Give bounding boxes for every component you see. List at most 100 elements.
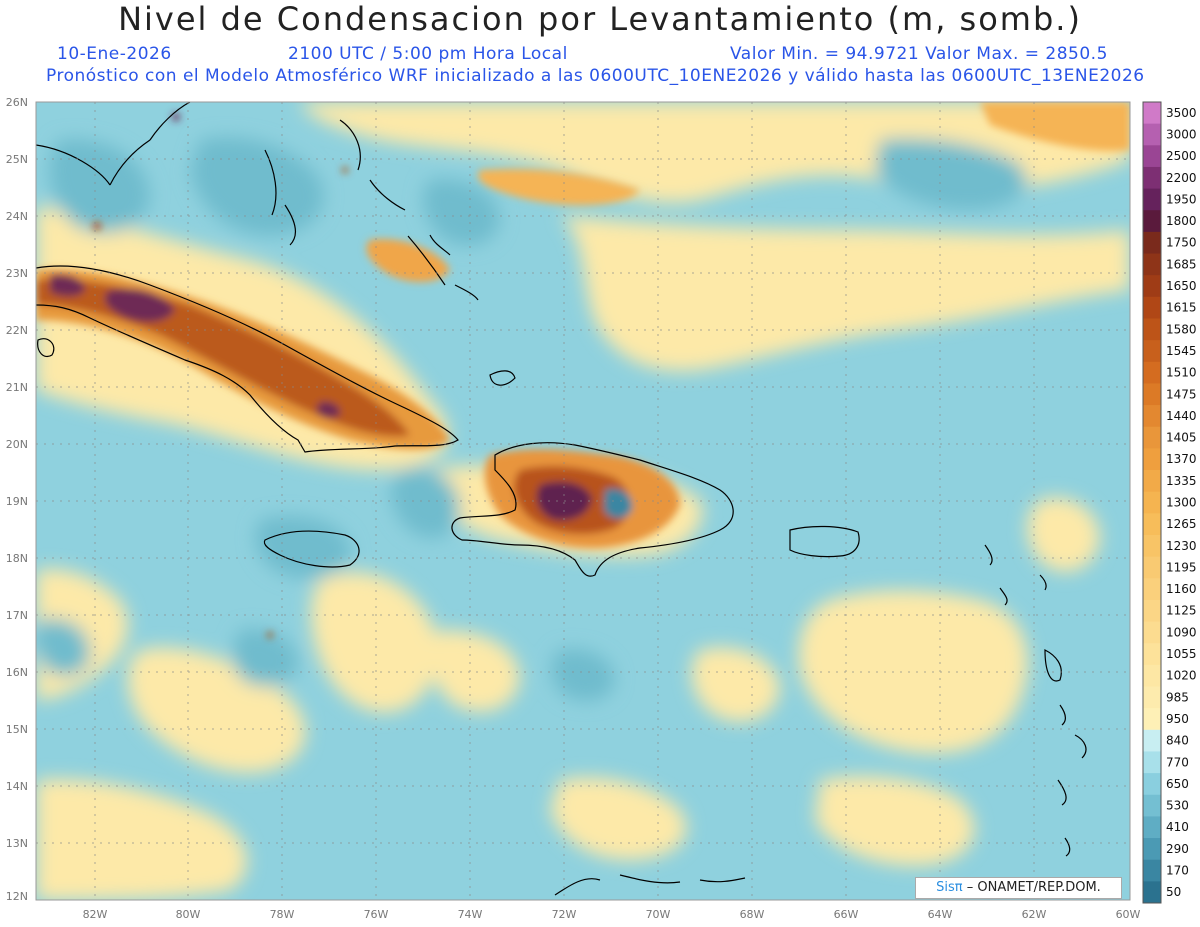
colorbar-swatch <box>1143 708 1161 731</box>
cuba-coast <box>36 265 459 453</box>
lon-label: 68W <box>740 908 765 921</box>
colorbar-label: 1580 <box>1166 322 1197 336</box>
colorbar-label: 1405 <box>1166 431 1197 445</box>
puerto-rico-coast <box>789 525 860 558</box>
colorbar: 3500 3000 2500 2200 1950 1800 1750 1685 1650 1615… <box>1142 101 1197 904</box>
credit-text: – ONAMET/REP.DOM. <box>966 880 1101 895</box>
colorbar-label: 1335 <box>1166 474 1197 488</box>
lat-label: 23N <box>6 267 28 280</box>
colorbar-swatch <box>1143 729 1161 752</box>
colorbar-swatch <box>1143 773 1161 796</box>
colorbar-label: 650 <box>1166 777 1189 791</box>
colorbar-label: 1160 <box>1166 582 1197 596</box>
colorbar-swatch <box>1143 686 1161 709</box>
colorbar-label: 50 <box>1166 885 1181 899</box>
colorbar-swatch <box>1143 578 1161 601</box>
colorbar-label: 290 <box>1166 842 1189 856</box>
south-america-coast <box>554 874 746 896</box>
colorbar-label: 3000 <box>1166 127 1197 141</box>
colorbar-swatch <box>1143 794 1161 817</box>
colorbar-label: 1800 <box>1166 214 1197 228</box>
hispaniola-coast <box>451 442 734 577</box>
lat-label: 19N <box>6 495 28 508</box>
time-label: 2100 UTC / 5:00 pm Hora Local <box>288 44 568 64</box>
colorbar-swatch <box>1143 534 1161 558</box>
colorbar-label: 1440 <box>1166 409 1197 423</box>
colorbar-swatch <box>1143 318 1161 341</box>
lon-label: 74W <box>458 908 483 921</box>
colorbar-label: 1510 <box>1166 366 1197 380</box>
colorbar-label: 985 <box>1166 690 1189 704</box>
colorbar-swatch <box>1143 253 1161 276</box>
bahamas-coast <box>264 119 479 301</box>
colorbar-label: 1300 <box>1166 496 1197 510</box>
lat-label: 26N <box>6 96 28 109</box>
map-grid <box>36 102 1130 900</box>
lat-label: 24N <box>6 210 28 223</box>
florida-coast <box>36 102 191 186</box>
jamaica-coast <box>263 530 360 568</box>
colorbar-label: 950 <box>1166 712 1189 726</box>
colorbar-label: 1650 <box>1166 279 1197 293</box>
colorbar-swatch <box>1143 664 1161 688</box>
colorbar-swatch <box>1143 296 1161 319</box>
colorbar-swatch <box>1143 816 1161 839</box>
colorbar-label: 1230 <box>1166 539 1197 553</box>
colorbar-swatch <box>1143 859 1161 882</box>
lon-label: 62W <box>1022 908 1047 921</box>
colorbar-swatch <box>1143 231 1161 255</box>
colorbar-label: 410 <box>1166 820 1189 834</box>
colorbar-label: 1370 <box>1166 452 1197 466</box>
lon-label: 82W <box>83 908 108 921</box>
min-max-label: Valor Min. = 94.9721 Valor Max. = 2850.5 <box>730 44 1108 64</box>
lat-label: 22N <box>6 324 28 337</box>
colorbar-swatch <box>1143 513 1161 536</box>
colorbar-label: 840 <box>1166 734 1189 748</box>
colorbar-label: 1475 <box>1166 387 1197 401</box>
lat-label: 20N <box>6 438 28 451</box>
lat-label: 13N <box>6 837 28 850</box>
colorbar-swatch <box>1143 275 1161 298</box>
colorbar-label: 2500 <box>1166 149 1197 163</box>
colorbar-swatch <box>1143 102 1161 125</box>
lon-label: 60W <box>1116 908 1141 921</box>
lat-label: 18N <box>6 552 28 565</box>
latitude-labels: 26N 25N 24N 23N 22N 21N 20N 19N 18N 17N … <box>6 96 28 903</box>
lon-label: 78W <box>270 908 295 921</box>
colorbar-label: 2200 <box>1166 171 1197 185</box>
colorbar-label: 1020 <box>1166 669 1197 683</box>
colorbar-swatch <box>1143 621 1161 644</box>
colorbar-swatch <box>1143 145 1161 168</box>
lon-label: 66W <box>834 908 859 921</box>
lat-label: 15N <box>6 723 28 736</box>
colorbar-swatch <box>1143 491 1161 514</box>
coastlines <box>36 102 1087 896</box>
colorbar-swatch <box>1143 881 1161 904</box>
lat-label: 25N <box>6 153 28 166</box>
colorbar-label: 530 <box>1166 799 1189 813</box>
lon-label: 64W <box>928 908 953 921</box>
colorbar-swatch <box>1143 470 1161 493</box>
colorbar-label: 1950 <box>1166 192 1197 206</box>
colorbar-swatch <box>1143 383 1161 406</box>
colorbar-swatch <box>1143 405 1161 428</box>
colorbar-swatch <box>1143 123 1161 146</box>
lat-label: 17N <box>6 609 28 622</box>
lat-label: 21N <box>6 381 28 394</box>
forecast-label: Pronóstico con el Modelo Atmosférico WRF… <box>46 66 1145 86</box>
sispi-logo: Sisπ <box>936 880 963 895</box>
colorbar-label: 170 <box>1166 864 1189 878</box>
colorbar-swatch <box>1143 426 1161 449</box>
colorbar-swatch <box>1143 166 1161 190</box>
lat-label: 12N <box>6 890 28 903</box>
colorbar-label: 770 <box>1166 755 1189 769</box>
colorbar-swatch <box>1143 340 1161 363</box>
colorbar-frame <box>1142 101 1162 904</box>
credit-box: Sisπ – ONAMET/REP.DOM. <box>915 877 1122 899</box>
colorbar-swatch <box>1143 448 1161 471</box>
colorbar-label: 1265 <box>1166 517 1197 531</box>
colorbar-swatch <box>1143 838 1161 861</box>
map-frame <box>35 101 1131 901</box>
colorbar-label: 1545 <box>1166 344 1197 358</box>
